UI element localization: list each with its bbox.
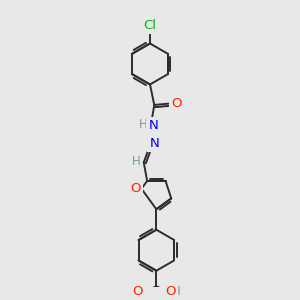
Text: H: H	[131, 154, 140, 167]
Text: O: O	[132, 285, 142, 298]
Text: O: O	[130, 182, 140, 195]
Text: N: N	[149, 136, 159, 150]
Text: H: H	[139, 118, 147, 130]
Text: N: N	[148, 119, 158, 132]
Text: H: H	[172, 285, 181, 298]
Text: O: O	[171, 97, 181, 110]
Text: O: O	[165, 285, 176, 298]
Text: Cl: Cl	[143, 19, 157, 32]
